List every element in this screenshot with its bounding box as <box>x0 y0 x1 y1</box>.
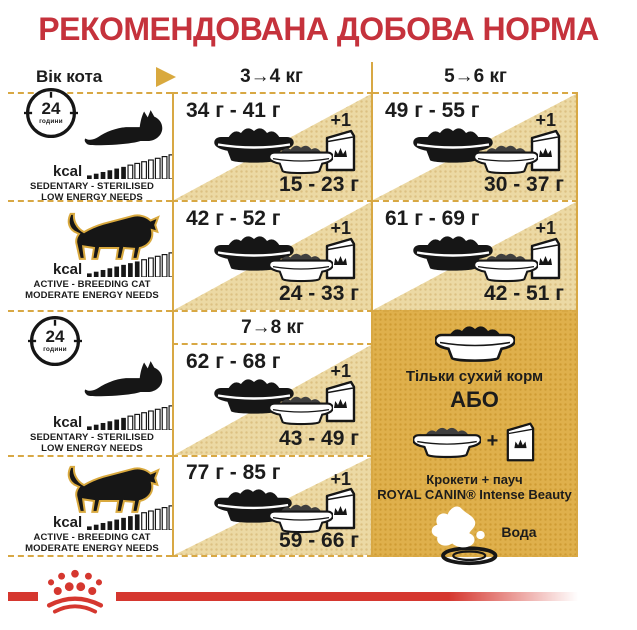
kcal-label: kcal <box>53 514 83 531</box>
cat-lying-icon <box>83 108 163 150</box>
wet-food-range: 24 - 33 г <box>279 282 359 305</box>
profile-line2: LOW ENERGY NEEDS <box>41 192 143 203</box>
weight-header-7-8: 7→8 кг <box>172 310 373 345</box>
kcal-bars-icon <box>86 250 178 277</box>
kcal-meter: kcal <box>53 403 178 430</box>
kcal-label: kcal <box>53 163 83 180</box>
profile-line1: SEDENTARY - STERILISED <box>30 432 154 443</box>
kcal-meter: kcal <box>53 152 178 179</box>
dry-only-bowl-icon <box>435 322 515 364</box>
dry-food-range: 34 г - 41 г <box>186 99 281 122</box>
feeding-cell-3-4-sedentary: 34 г - 41 г +1 15 - 23 г <box>172 92 373 200</box>
dry-food-range: 42 г - 52 г <box>186 207 281 230</box>
dry-food-range: 61 г - 69 г <box>385 207 480 230</box>
footer-stripe-right <box>116 592 578 601</box>
feeding-cell-7-8-sedentary: 62 г - 68 г +1 43 - 49 г <box>172 345 373 455</box>
mix-line1: Крокети + пауч <box>426 472 523 487</box>
feeding-table: Вік кота 3→4 кг 5→6 кг kcal SEDENTARY - … <box>8 62 578 557</box>
water-label: Вода <box>501 524 537 540</box>
profile-line2: LOW ENERGY NEEDS <box>41 443 143 454</box>
wet-food-bowl-icon <box>269 142 333 176</box>
profile-line2: MODERATE ENERGY NEEDS <box>25 290 159 301</box>
kcal-meter: kcal <box>53 503 178 530</box>
wet-food-range: 42 - 51 г <box>484 282 564 305</box>
feeding-cell-7-8-active: 77 г - 85 г +1 59 - 66 г <box>172 455 373 557</box>
water-block: Вода <box>395 506 555 555</box>
mix-line2: ROYAL CANIN® Intense Beauty <box>377 487 572 502</box>
profile-line1: SEDENTARY - STERILISED <box>30 181 154 192</box>
clock-unit: години <box>39 118 63 125</box>
gold-arrow-icon <box>156 67 176 87</box>
profile-line2: MODERATE ENERGY NEEDS <box>25 543 159 554</box>
kcal-bars-icon <box>86 503 178 530</box>
wet-food-bowl-icon <box>413 424 481 460</box>
plus-one-label: +1 <box>535 218 556 238</box>
profile-cell-sedentary-2: kcal SEDENTARY - STERILISED LOW ENERGY N… <box>8 345 172 455</box>
clock-unit: години <box>43 346 67 353</box>
age-label: Вік кота <box>36 67 103 86</box>
kcal-bars-icon <box>86 403 178 430</box>
kcal-bars-icon <box>86 152 178 179</box>
plus-one-label: +1 <box>330 110 351 130</box>
kcal-label: kcal <box>53 414 83 431</box>
plus-one-label: +1 <box>330 469 351 489</box>
profile-cell-active-2: kcal ACTIVE - BREEDING CAT MODERATE ENER… <box>8 455 172 557</box>
wet-food-range: 15 - 23 г <box>279 173 359 196</box>
feeding-cell-5-6-sedentary: 49 г - 55 г +1 30 - 37 г <box>373 92 578 200</box>
wet-food-bowl-icon <box>269 393 333 427</box>
wet-food-range: 30 - 37 г <box>484 173 564 196</box>
weight-header-label: 3→4 кг <box>240 66 303 87</box>
mixed-feeding-cell: Тільки сухий корм АБО + Крокети + пауч R… <box>373 310 578 557</box>
plus-one-label: +1 <box>330 361 351 381</box>
age-column-header: Вік кота <box>8 62 172 92</box>
profile-cell-sedentary-1: kcal SEDENTARY - STERILISED LOW ENERGY N… <box>8 92 172 203</box>
pouch-icon <box>504 419 536 464</box>
plus-sign: + <box>486 430 499 452</box>
page-title: РЕКОМЕНДОВАНА ДОБОВА НОРМА <box>38 11 599 47</box>
feeding-cell-5-6-active: 61 г - 69 г +1 42 - 51 г <box>373 200 578 310</box>
wet-food-bowl-icon <box>269 250 333 284</box>
clock-24h-icon: 24 години <box>24 86 78 140</box>
weight-header-label: 7→8 кг <box>241 316 304 338</box>
wet-food-bowl-icon <box>474 142 538 176</box>
weight-header-label: 5→6 кг <box>444 66 507 87</box>
clock-value: 24 <box>45 327 65 346</box>
dry-food-range: 62 г - 68 г <box>186 350 281 373</box>
kcal-meter: kcal <box>53 250 178 277</box>
wet-food-range: 59 - 66 г <box>279 529 359 552</box>
weight-header-3-4: 3→4 кг <box>172 62 373 92</box>
kcal-label: kcal <box>53 261 83 278</box>
profile-line1: ACTIVE - BREEDING CAT <box>33 279 151 290</box>
wet-food-range: 43 - 49 г <box>279 427 359 450</box>
dry-food-range: 77 г - 85 г <box>186 461 281 484</box>
footer-stripe-left <box>8 592 38 601</box>
royal-canin-crown-icon <box>40 568 110 614</box>
dry-only-label: Тільки сухий корм <box>405 368 544 385</box>
bowl-plus-pouch-row: + <box>413 419 537 464</box>
profile-cell-active-1: kcal ACTIVE - BREEDING CAT MODERATE ENER… <box>8 200 172 310</box>
weight-header-5-6: 5→6 кг <box>373 62 578 92</box>
or-label: АБО <box>450 387 499 412</box>
clock-24h-icon: 24 години <box>28 314 82 368</box>
profile-line1: ACTIVE - BREEDING CAT <box>33 532 151 543</box>
plus-one-label: +1 <box>330 218 351 238</box>
clock-value: 24 <box>41 99 61 118</box>
wet-food-bowl-icon <box>474 250 538 284</box>
cat-lying-icon <box>83 359 163 401</box>
section2-label-strip <box>8 310 172 345</box>
feeding-cell-3-4-active: 42 г - 52 г +1 24 - 33 г <box>172 200 373 310</box>
dry-food-range: 49 г - 55 г <box>385 99 480 122</box>
plus-one-label: +1 <box>535 110 556 130</box>
